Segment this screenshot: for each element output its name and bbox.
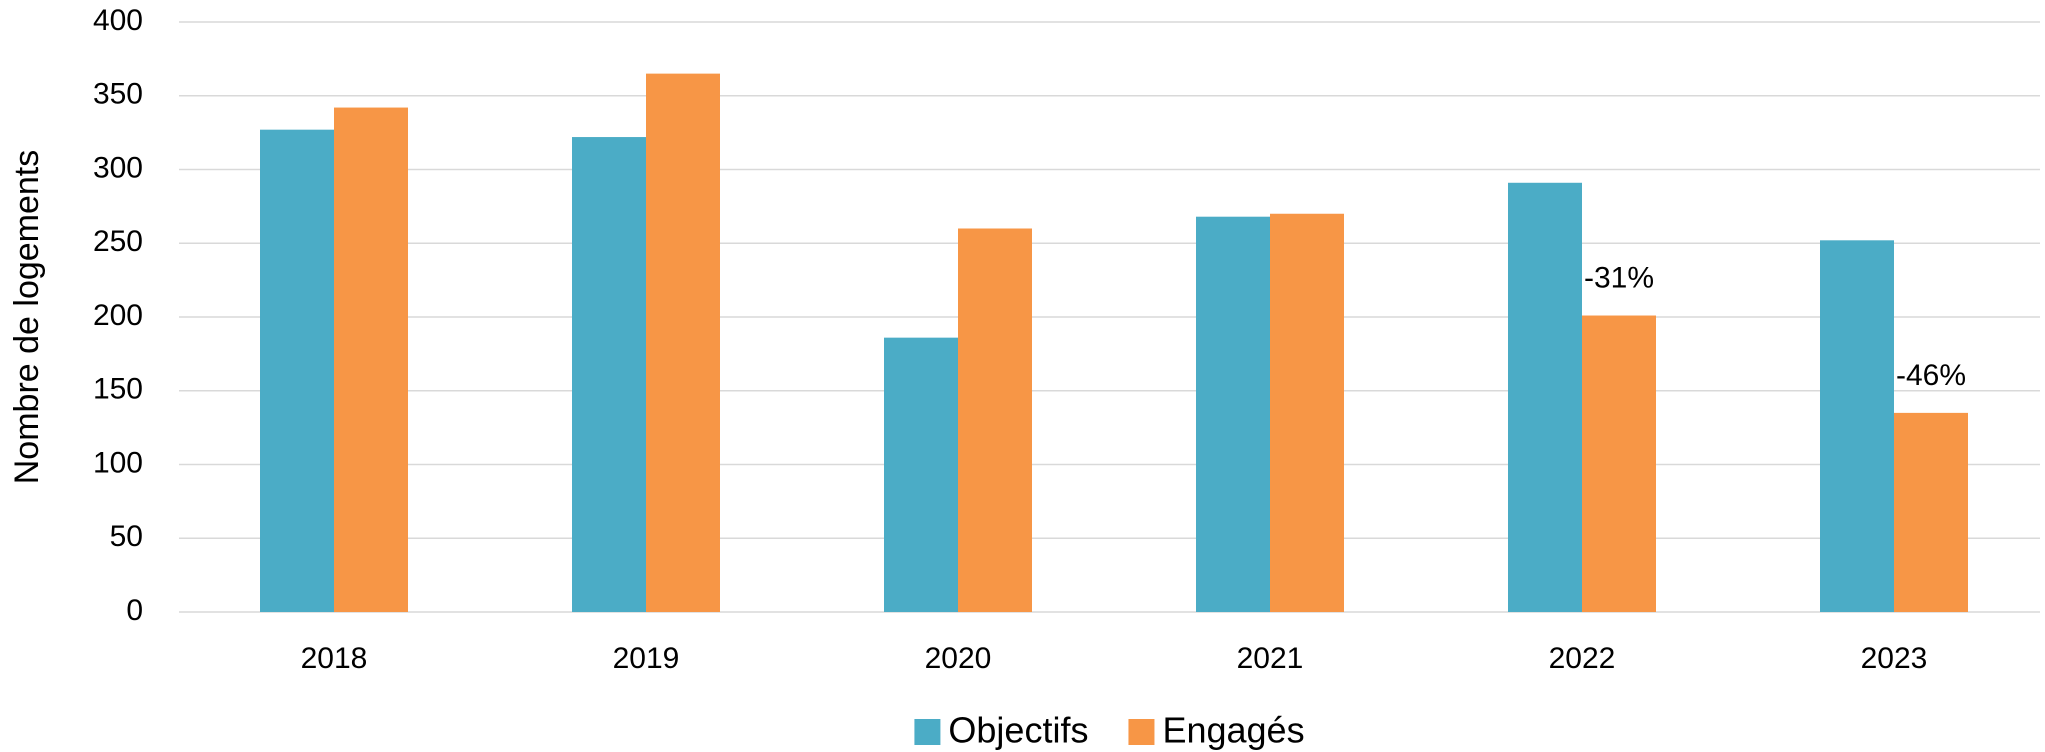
annotation: -46% bbox=[1896, 359, 1966, 392]
x-tick-label: 2019 bbox=[613, 642, 680, 675]
bar bbox=[1820, 240, 1894, 613]
bar bbox=[1508, 182, 1582, 612]
y-tick-label: 150 bbox=[93, 373, 143, 406]
x-tick-label: 2022 bbox=[1549, 642, 1616, 675]
legend-swatch bbox=[914, 719, 941, 745]
bar bbox=[958, 228, 1032, 612]
bar bbox=[1582, 315, 1656, 612]
x-tick-label: 2021 bbox=[1237, 642, 1304, 675]
bar bbox=[334, 107, 408, 613]
y-tick-label: 350 bbox=[93, 78, 143, 111]
y-tick-label: 0 bbox=[126, 594, 143, 627]
bar bbox=[646, 73, 720, 612]
annotation: -31% bbox=[1584, 261, 1654, 294]
y-tick-label: 250 bbox=[93, 225, 143, 258]
legend-label: Objectifs bbox=[948, 710, 1088, 751]
bar bbox=[1196, 216, 1270, 612]
bar bbox=[884, 337, 958, 612]
y-tick-label: 300 bbox=[93, 151, 143, 184]
legend-swatch bbox=[1128, 719, 1155, 745]
bar bbox=[1894, 412, 1968, 612]
bar bbox=[1270, 213, 1344, 612]
bar bbox=[260, 129, 334, 613]
y-tick-label: 100 bbox=[93, 446, 143, 479]
x-tick-label: 2023 bbox=[1861, 642, 1928, 675]
x-tick-label: 2018 bbox=[301, 642, 368, 675]
x-tick-label: 2020 bbox=[925, 642, 992, 675]
legend-label: Engagés bbox=[1162, 710, 1304, 751]
bar bbox=[572, 137, 646, 613]
y-tick-label: 400 bbox=[93, 4, 143, 37]
y-tick-label: 200 bbox=[93, 299, 143, 332]
y-tick-label: 50 bbox=[110, 520, 143, 553]
y-axis-label: Nombre de logements bbox=[8, 150, 46, 485]
